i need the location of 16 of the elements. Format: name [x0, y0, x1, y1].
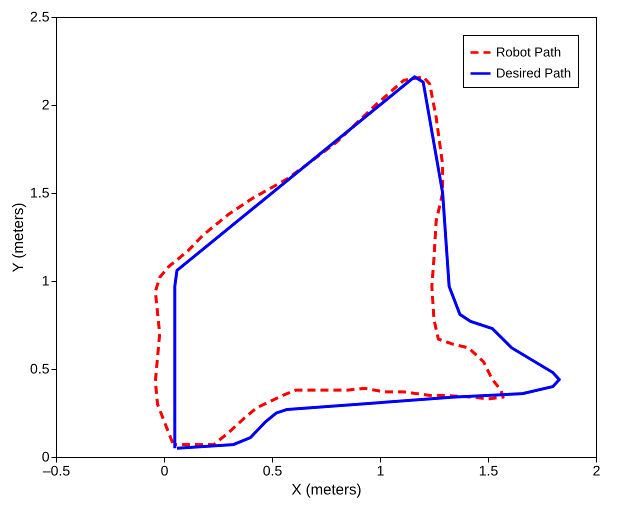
- y-tick-label: 1: [42, 272, 50, 288]
- x-tick-label: 1.5: [478, 462, 498, 478]
- y-tick-label: 0.5: [30, 360, 50, 376]
- legend-label: Robot Path: [496, 44, 562, 60]
- x-tick-label: 0: [160, 462, 169, 478]
- y-tick-label: 1.5: [30, 184, 50, 200]
- y-tick-label: 2.5: [30, 8, 50, 24]
- y-axis-title: Y (meters): [10, 202, 28, 272]
- x-axis-title: X (meters): [291, 482, 362, 498]
- y-tick-label: 2: [42, 96, 50, 112]
- y-tick-label: 0: [42, 448, 50, 464]
- legend-label: Desired Path: [496, 66, 572, 80]
- x-tick-label: 0.5: [262, 462, 282, 478]
- x-tick-label: –0.5: [42, 462, 70, 478]
- x-tick-label: 1: [376, 462, 385, 478]
- x-tick-label: 2: [592, 462, 601, 478]
